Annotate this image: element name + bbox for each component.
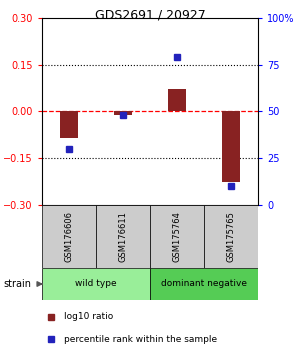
Text: GSM176606: GSM176606 (64, 211, 74, 262)
Text: GSM175764: GSM175764 (172, 211, 182, 262)
Bar (42, 205, 96, 268)
Bar (222, 112, 241, 182)
Text: GDS2691 / 20927: GDS2691 / 20927 (94, 9, 206, 22)
Text: GSM175765: GSM175765 (226, 211, 236, 262)
Bar (96, 205, 150, 268)
Bar (150, 205, 204, 268)
Bar (60, 112, 79, 138)
Text: dominant negative: dominant negative (161, 280, 247, 289)
Bar (204, 205, 258, 268)
Bar (42, 268, 150, 300)
Text: strain: strain (3, 279, 31, 289)
Bar (114, 112, 133, 115)
Bar (168, 89, 187, 112)
Text: wild type: wild type (75, 280, 117, 289)
Text: percentile rank within the sample: percentile rank within the sample (64, 335, 217, 343)
Text: log10 ratio: log10 ratio (64, 312, 113, 321)
Text: GSM176611: GSM176611 (118, 211, 127, 262)
Bar (150, 268, 258, 300)
